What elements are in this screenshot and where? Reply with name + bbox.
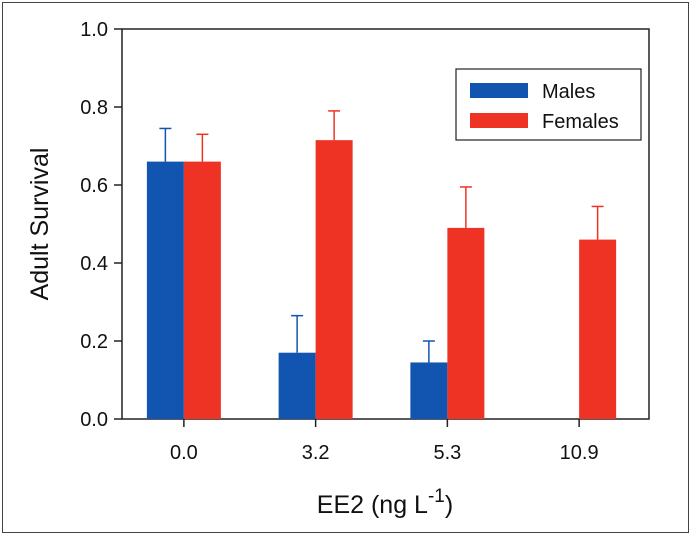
legend-box (455, 68, 642, 141)
x-axis-title: EE2 (ng L-1) (317, 486, 453, 519)
x-axis-title-main: EE2 (ng L (317, 491, 428, 519)
x-axis-title-superscript: -1 (428, 486, 445, 507)
legend: Males Females (455, 68, 642, 141)
legend-swatch-males (470, 83, 528, 98)
bars (146, 140, 617, 419)
bar-females-3.2 (315, 140, 353, 419)
bar-males-3.2 (278, 352, 316, 419)
bar-males-5.3 (410, 362, 448, 419)
y-tick-label: 1.0 (80, 19, 108, 41)
x-tick-label: 10.9 (560, 442, 599, 464)
bar-males-0.0 (146, 161, 184, 419)
y-axis-title: Adult Survival (26, 148, 54, 301)
x-tick-label: 5.3 (433, 442, 461, 464)
plot-area (121, 28, 650, 420)
bar-females-0.0 (183, 161, 221, 419)
x-tick-label: 3.2 (302, 442, 330, 464)
x-tick-label: 0.0 (170, 442, 198, 464)
plot-border (121, 28, 650, 420)
legend-swatch-females (470, 113, 528, 128)
legend-label-females: Females (542, 111, 619, 133)
y-tick-label: 0.2 (80, 331, 108, 353)
y-tick-label: 0.8 (80, 97, 108, 119)
y-tick-label: 0.4 (80, 253, 108, 275)
legend-label-males: Males (542, 81, 595, 103)
y-tick-label: 0.0 (80, 409, 108, 431)
bar-females-5.3 (447, 227, 485, 419)
x-axis-title-close: ) (445, 491, 453, 519)
error-bars (159, 110, 604, 363)
y-tick-label: 0.6 (80, 175, 108, 197)
x-axis: 0.0 3.2 5.3 10.9 (170, 419, 599, 464)
bar-females-10.9 (579, 239, 617, 419)
y-axis: 0.0 0.2 0.4 0.6 0.8 1.0 (80, 19, 122, 431)
